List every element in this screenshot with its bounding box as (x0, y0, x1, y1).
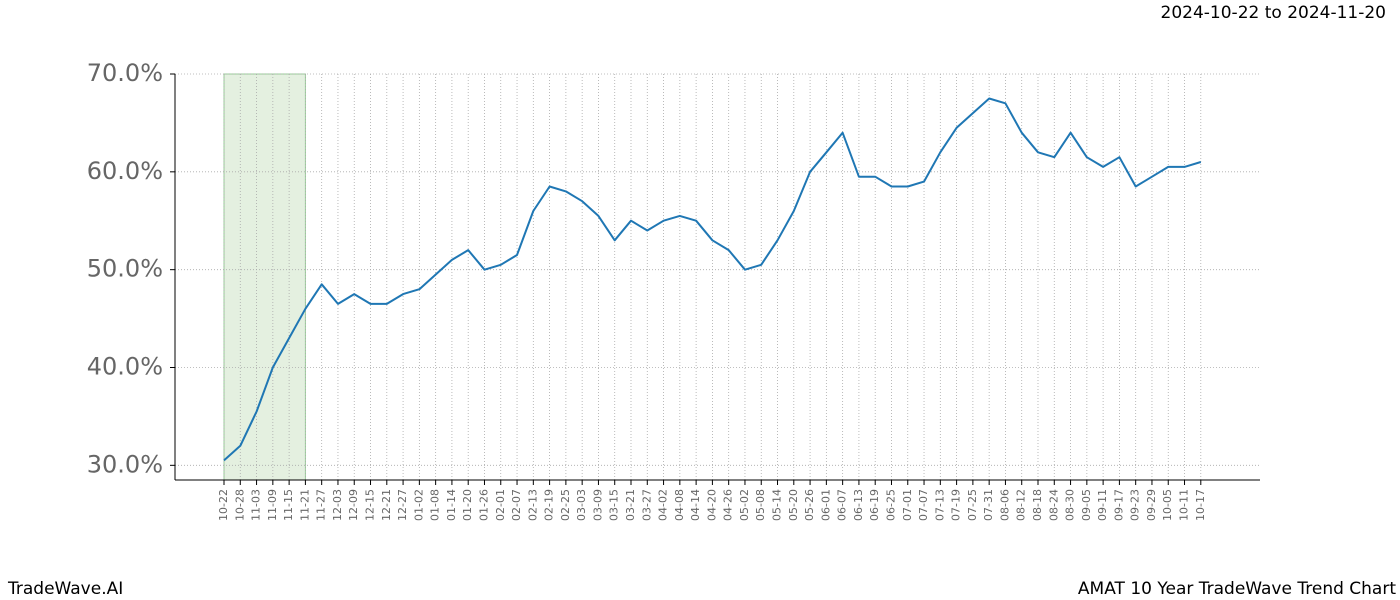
x-tick-label: 11-21 (298, 489, 311, 521)
x-tick-label: 10-17 (1194, 489, 1207, 521)
x-tick-label: 12-03 (331, 489, 344, 521)
x-tick-label: 07-19 (950, 489, 963, 521)
x-tick-label: 05-20 (787, 489, 800, 521)
x-tick-label: 11-15 (282, 489, 295, 521)
x-tick-label: 12-21 (380, 489, 393, 521)
chart-title: AMAT 10 Year TradeWave Trend Chart (1078, 579, 1396, 599)
x-tick-label: 06-19 (868, 489, 881, 521)
x-tick-label: 07-01 (901, 489, 914, 521)
x-tick-label: 01-26 (477, 489, 490, 521)
x-tick-label: 05-14 (771, 489, 784, 521)
y-tick-label: 30.0% (87, 450, 163, 478)
x-tick-label: 06-25 (884, 489, 897, 521)
date-range: 2024-10-22 to 2024-11-20 (1161, 3, 1386, 23)
x-tick-label: 08-18 (1031, 489, 1044, 521)
x-tick-label: 11-27 (315, 489, 328, 521)
x-tick-label: 03-09 (591, 489, 604, 521)
x-tick-label: 04-08 (673, 489, 686, 521)
x-tick-label: 01-20 (461, 489, 474, 521)
x-tick-label: 03-15 (608, 489, 621, 521)
x-tick-label: 08-12 (1015, 489, 1028, 521)
x-tick-label: 06-13 (852, 489, 865, 521)
x-tick-label: 02-19 (543, 489, 556, 521)
x-tick-label: 05-02 (738, 489, 751, 521)
x-tick-label: 06-01 (819, 489, 832, 521)
x-tick-label: 02-07 (510, 489, 523, 521)
trend-line (223, 97, 1202, 462)
x-tick-label: 05-26 (803, 489, 816, 521)
x-tick-label: 11-09 (266, 489, 279, 521)
x-tick-label: 04-14 (689, 489, 702, 521)
y-tick-label: 60.0% (87, 157, 163, 185)
x-tick-label: 08-06 (998, 489, 1011, 521)
x-tick-label: 05-08 (754, 489, 767, 521)
x-tick-label: 02-13 (526, 489, 539, 521)
x-tick-label: 04-20 (705, 489, 718, 521)
x-tick-label: 07-07 (917, 489, 930, 521)
x-tick-label: 10-22 (217, 489, 230, 521)
x-tick-label: 09-11 (1096, 489, 1109, 521)
y-tick-label: 40.0% (87, 352, 163, 380)
x-tick-label: 03-21 (624, 489, 637, 521)
x-tick-label: 01-08 (429, 489, 442, 521)
x-tick-label: 01-14 (445, 489, 458, 521)
highlight-band (223, 73, 306, 481)
x-tick-label: 09-29 (1145, 489, 1158, 521)
x-tick-label: 07-31 (982, 489, 995, 521)
x-tick-label: 01-02 (412, 489, 425, 521)
x-tick-label: 02-01 (494, 489, 507, 521)
x-tick-label: 03-03 (575, 489, 588, 521)
x-tick-label: 11-03 (250, 489, 263, 521)
y-tick-label: 50.0% (87, 255, 163, 283)
x-tick-label: 04-26 (722, 489, 735, 521)
x-tick-label: 03-27 (640, 489, 653, 521)
x-tick-label: 07-13 (933, 489, 946, 521)
x-tick-label: 08-24 (1047, 489, 1060, 521)
x-tick-label: 09-23 (1129, 489, 1142, 521)
x-tick-label: 06-07 (836, 489, 849, 521)
x-tick-label: 10-28 (233, 489, 246, 521)
brand: TradeWave.AI (7, 579, 123, 599)
x-tick-label: 12-15 (364, 489, 377, 521)
x-tick-label: 04-02 (657, 489, 670, 521)
x-tick-label: 12-09 (347, 489, 360, 521)
y-tick-label: 70.0% (87, 59, 163, 87)
x-tick-label: 08-30 (1064, 489, 1077, 521)
x-tick-label: 09-05 (1080, 489, 1093, 521)
x-tick-label: 10-05 (1161, 489, 1174, 521)
x-tick-label: 12-27 (396, 489, 409, 521)
x-tick-label: 09-17 (1112, 489, 1125, 521)
x-tick-label: 07-25 (966, 489, 979, 521)
x-tick-label: 02-25 (559, 489, 572, 521)
x-tick-label: 10-11 (1178, 489, 1191, 521)
